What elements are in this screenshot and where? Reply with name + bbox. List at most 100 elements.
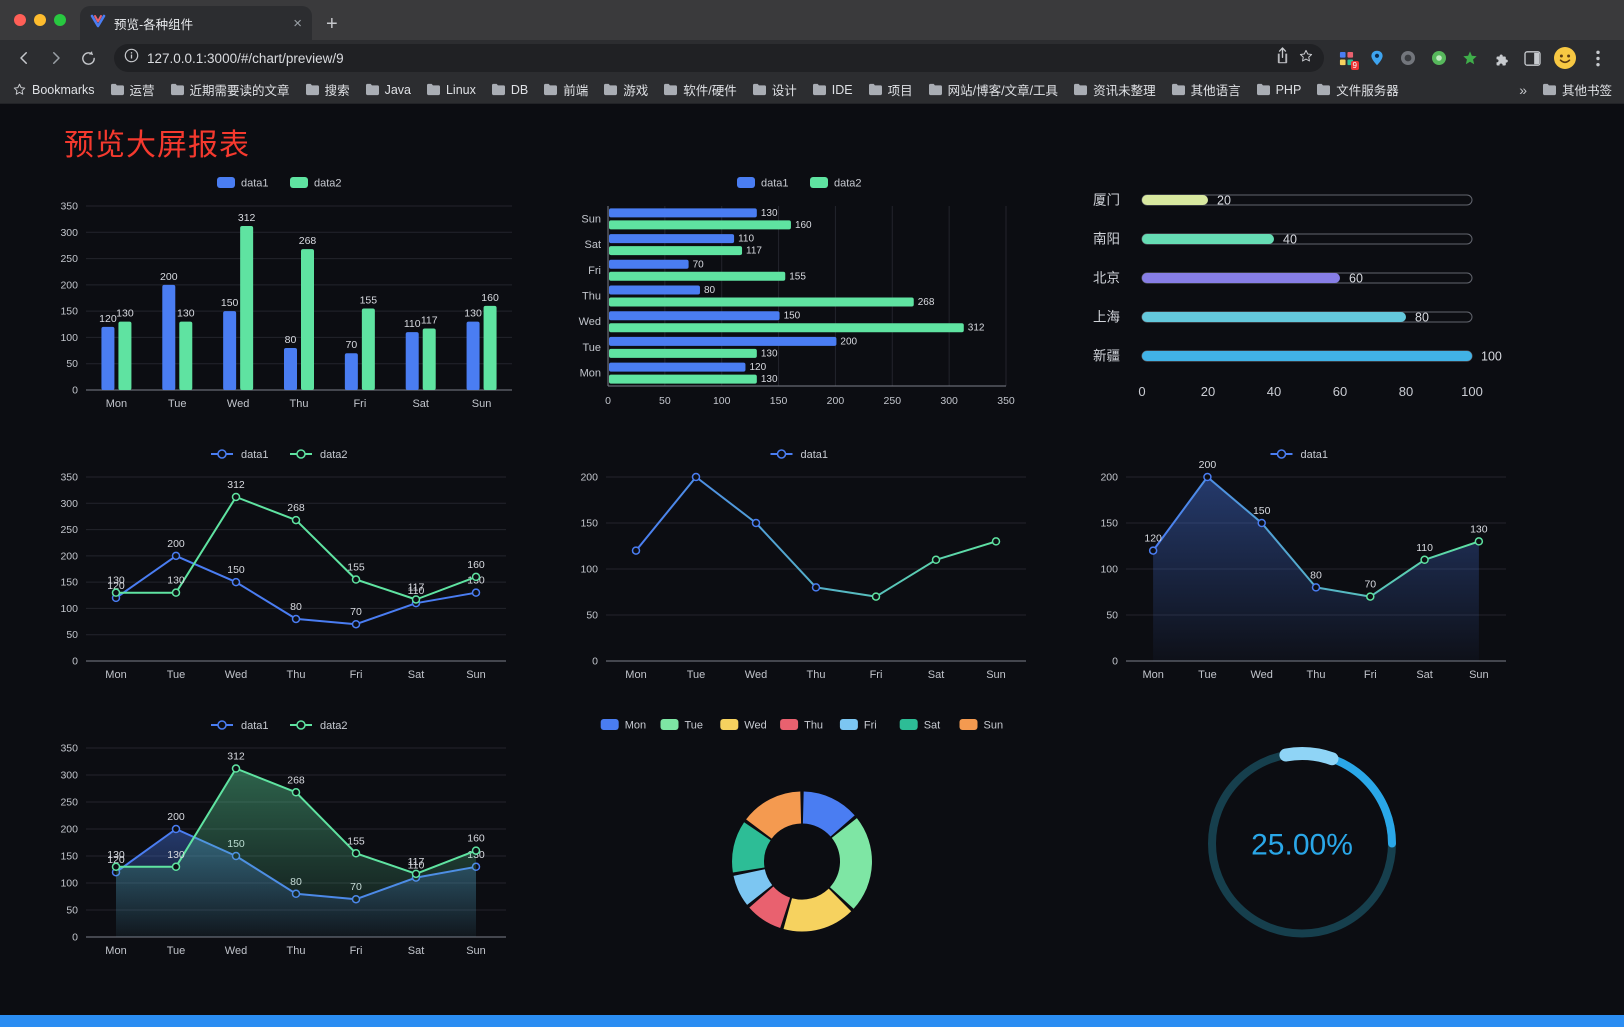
site-info-icon[interactable] bbox=[124, 48, 139, 68]
chart-progress-bars[interactable]: 厦门 20 南阳 40 北京 60 上海 80 新疆 100 0 20 40 60 80 100 bbox=[1082, 170, 1542, 425]
chart-line-multi-area[interactable]: data1 data2 0 50 100 150 200 250 300 350 Mon Tue Wed… bbox=[42, 712, 542, 972]
svg-text:0: 0 bbox=[592, 656, 598, 668]
minimize-window-button[interactable] bbox=[34, 14, 46, 26]
svg-text:200: 200 bbox=[160, 271, 178, 283]
bookmark-folder[interactable]: 搜索 bbox=[305, 80, 350, 99]
bookmark-folder[interactable]: 项目 bbox=[868, 80, 913, 99]
bookmark-star-icon[interactable] bbox=[1298, 48, 1314, 69]
folder-icon bbox=[170, 83, 184, 96]
folder-icon bbox=[812, 83, 826, 96]
svg-text:60: 60 bbox=[1349, 272, 1363, 286]
svg-text:data1: data1 bbox=[241, 720, 269, 732]
bookmark-folder-label: PHP bbox=[1275, 82, 1302, 97]
svg-text:120: 120 bbox=[1144, 533, 1162, 545]
bookmark-folder[interactable]: 资讯未整理 bbox=[1073, 80, 1156, 99]
folder-icon bbox=[1171, 83, 1185, 96]
bookmark-folder[interactable]: 前端 bbox=[543, 80, 588, 99]
bookmark-folder-label: 网站/博客/文章/工具 bbox=[947, 84, 1059, 98]
svg-text:0: 0 bbox=[72, 932, 78, 944]
svg-text:data2: data2 bbox=[320, 720, 348, 732]
bookmark-folder-label: 文件服务器 bbox=[1336, 84, 1399, 98]
svg-text:300: 300 bbox=[60, 770, 78, 782]
extension-icon-green-star[interactable] bbox=[1460, 48, 1480, 68]
svg-text:100: 100 bbox=[580, 564, 598, 576]
bookmark-folder[interactable]: 文件服务器 bbox=[1316, 80, 1399, 99]
side-panel-icon[interactable] bbox=[1522, 48, 1542, 68]
svg-text:300: 300 bbox=[60, 227, 78, 239]
extension-icon-green-circle[interactable] bbox=[1429, 48, 1449, 68]
tab-close-icon[interactable]: × bbox=[293, 14, 302, 32]
svg-text:268: 268 bbox=[299, 235, 317, 247]
folder-icon bbox=[1542, 83, 1556, 96]
share-icon[interactable] bbox=[1275, 47, 1290, 69]
extension-icon-grid[interactable]: 9 bbox=[1336, 48, 1359, 70]
svg-text:312: 312 bbox=[238, 212, 256, 224]
chart-horizontal-bar[interactable]: data1 data2 0 50 100 150 200 250 300 350 Mon Tue Wed… bbox=[562, 170, 1062, 425]
bookmark-folder[interactable]: 游戏 bbox=[603, 80, 648, 99]
svg-text:Tue: Tue bbox=[582, 342, 601, 354]
chart-grouped-bar[interactable]: data1 data2 0 50 100 150 200 250 300 350 Mon Tue Wed… bbox=[42, 170, 542, 425]
svg-text:155: 155 bbox=[360, 295, 378, 307]
svg-text:Mon: Mon bbox=[625, 669, 646, 681]
reload-button[interactable] bbox=[74, 44, 102, 72]
menu-kebab-icon[interactable] bbox=[1588, 48, 1608, 68]
new-tab-button[interactable]: + bbox=[326, 13, 338, 35]
svg-text:100: 100 bbox=[60, 878, 78, 890]
svg-text:200: 200 bbox=[840, 336, 857, 347]
browser-toolbar: 127.0.0.1:3000/#/chart/preview/9 9 bbox=[0, 40, 1624, 76]
fullscreen-window-button[interactable] bbox=[54, 14, 66, 26]
chart-line-area[interactable]: data1 0 50 100 150 200 Mon Tue Wed Thu Fri Sat Sun 12… bbox=[1082, 441, 1542, 696]
tab-title: 预览-各种组件 bbox=[114, 17, 194, 32]
svg-text:250: 250 bbox=[884, 395, 902, 407]
svg-text:Sun: Sun bbox=[1469, 669, 1489, 681]
chart-line-gradient[interactable]: data1 0 50 100 150 200 Mon Tue Wed Thu Fri Sat Sun bbox=[562, 441, 1062, 696]
svg-text:80: 80 bbox=[1310, 569, 1322, 581]
svg-text:155: 155 bbox=[789, 271, 806, 282]
bookmark-folder[interactable]: Linux bbox=[426, 80, 476, 99]
tab-favicon bbox=[90, 13, 106, 34]
url-text[interactable]: 127.0.0.1:3000/#/chart/preview/9 bbox=[147, 50, 344, 66]
svg-text:Tue: Tue bbox=[687, 669, 706, 681]
bookmark-folder[interactable]: 软件/硬件 bbox=[663, 80, 737, 99]
profile-avatar[interactable] bbox=[1553, 46, 1577, 70]
forward-button[interactable] bbox=[42, 44, 70, 72]
bookmark-folder[interactable]: 网站/博客/文章/工具 bbox=[928, 80, 1058, 99]
svg-text:130: 130 bbox=[107, 849, 125, 861]
bookmark-folder[interactable]: 设计 bbox=[752, 80, 797, 99]
back-button[interactable] bbox=[10, 44, 38, 72]
svg-text:Sat: Sat bbox=[584, 239, 601, 251]
extension-icon-dark-circle[interactable] bbox=[1398, 48, 1418, 68]
svg-text:Fri: Fri bbox=[350, 945, 363, 957]
folder-icon bbox=[604, 83, 618, 96]
bookmark-folder[interactable]: DB bbox=[491, 80, 528, 99]
bookmark-folder-label: Java bbox=[384, 82, 411, 97]
bookmark-folder[interactable]: Java bbox=[365, 80, 411, 99]
bookmarks-overflow-chevron[interactable]: » bbox=[1519, 81, 1527, 98]
bookmarks-manager[interactable]: Bookmarks bbox=[12, 82, 95, 97]
svg-text:Wed: Wed bbox=[745, 669, 767, 681]
folder-icon bbox=[664, 83, 678, 96]
svg-text:160: 160 bbox=[467, 559, 485, 571]
chart-gauge[interactable]: 25.00% bbox=[1082, 712, 1542, 972]
chart-donut[interactable]: Mon Tue Wed Thu Fri Sat Sun bbox=[562, 712, 1062, 972]
close-window-button[interactable] bbox=[14, 14, 26, 26]
bookmark-folder[interactable]: IDE bbox=[812, 80, 853, 99]
bookmark-folder-label: DB bbox=[510, 82, 529, 97]
bookmark-folder[interactable]: 运营 bbox=[110, 80, 155, 99]
page-title: 预览大屏报表 bbox=[64, 129, 250, 162]
svg-text:100: 100 bbox=[60, 332, 78, 344]
svg-text:130: 130 bbox=[761, 374, 778, 385]
bookmark-folder[interactable]: PHP bbox=[1256, 80, 1302, 99]
svg-text:20: 20 bbox=[1201, 384, 1215, 399]
folder-icon bbox=[752, 83, 766, 96]
browser-tab[interactable]: 预览-各种组件 × bbox=[80, 6, 312, 40]
address-bar[interactable]: 127.0.0.1:3000/#/chart/preview/9 bbox=[114, 44, 1324, 72]
svg-text:80: 80 bbox=[285, 334, 297, 346]
bookmark-folder[interactable]: 其他语言 bbox=[1171, 80, 1241, 99]
bookmark-folder[interactable]: 近期需要读的文章 bbox=[170, 80, 290, 99]
extension-icon-pin[interactable] bbox=[1367, 48, 1387, 68]
extensions-puzzle-icon[interactable] bbox=[1491, 48, 1511, 68]
other-bookmarks-folder[interactable]: 其他书签 bbox=[1542, 80, 1612, 99]
chart-line-multi[interactable]: data1 data2 0 50 100 150 200 250 300 350 Mon Tue Wed… bbox=[42, 441, 542, 696]
svg-text:155: 155 bbox=[347, 562, 365, 574]
